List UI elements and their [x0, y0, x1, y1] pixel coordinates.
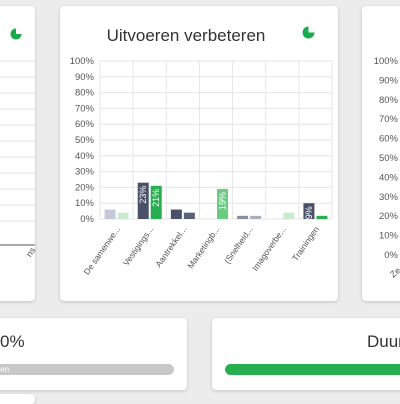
- y-tick-label: 100%: [70, 56, 95, 67]
- y-tick-label: 80%: [75, 88, 95, 99]
- bar: [104, 209, 116, 219]
- y-tick-label: 0%: [80, 214, 94, 225]
- bar: [170, 209, 182, 219]
- stat-card-left: 0% ten: [0, 318, 187, 390]
- y-tick-label: 50%: [379, 153, 399, 164]
- stat-card-right: Duur: [212, 318, 400, 390]
- y-tick-label: 60%: [75, 119, 95, 130]
- right-chart-axis: 100% 90% 80% 70% 60% 50% 40% 30% 20% 10% 0%: [374, 56, 399, 261]
- progress-bar-fill: [225, 364, 400, 375]
- bar: [283, 212, 295, 219]
- progress-bar: ten: [0, 364, 174, 375]
- y-tick-label: 10%: [75, 198, 95, 209]
- y-tick-label: 50%: [75, 135, 95, 146]
- chart-card: Uitvoeren verbeteren 100% 90% 80% 70% 60% 50%…: [60, 6, 338, 301]
- left-chart-gridlines: [0, 60, 35, 246]
- x-tick-label: Vestigings...: [121, 224, 155, 267]
- y-tick-label: 70%: [379, 114, 399, 125]
- bar-data-label: 23%: [138, 186, 148, 204]
- right-chart-card: 100% 90% 80% 70% 60% 50% 40% 30% 20% 10% 0% Ze: [362, 6, 400, 301]
- y-tick-label: 60%: [379, 134, 399, 145]
- card-edge: [0, 394, 35, 404]
- pie-chart-icon[interactable]: [302, 26, 315, 39]
- bar: [137, 182, 149, 219]
- bar: [303, 203, 315, 219]
- stat-value: 0%: [0, 332, 25, 351]
- x-tick-label: De samenwe...: [81, 224, 122, 276]
- progress-bar-fill: [0, 364, 174, 375]
- y-tick-label: 70%: [75, 103, 95, 114]
- bar: [150, 185, 162, 219]
- bar-chart: 100% 90% 80% 70% 60% 50% 40% 30% 20% 10% 0%De same…: [70, 56, 333, 277]
- y-tick-label: 20%: [379, 211, 399, 222]
- bar-data-label: 19%: [218, 192, 228, 210]
- y-tick-label: 90%: [75, 72, 95, 83]
- bar: [316, 215, 328, 219]
- y-tick-label: 30%: [75, 167, 95, 178]
- x-tick-label: (Snelheid...: [222, 224, 255, 265]
- y-tick-label: 100%: [374, 56, 399, 67]
- x-tick-label: Imagoverbe...: [250, 224, 288, 272]
- bar: [183, 212, 195, 219]
- y-tick-label: 40%: [75, 151, 95, 162]
- left-chart-card: ns: [0, 6, 38, 301]
- pie-chart-icon[interactable]: [10, 28, 22, 40]
- x-tick-label: Aantrekkel...: [153, 224, 188, 268]
- progress-bar: [225, 364, 400, 375]
- chart-title: Uitvoeren verbeteren: [106, 26, 266, 45]
- y-tick-label: 40%: [379, 172, 399, 183]
- y-tick-label: 30%: [379, 192, 399, 203]
- x-tick-label: Trainingen: [290, 224, 321, 263]
- x-tick-label: Marketingb...: [185, 224, 221, 270]
- y-tick-label: 80%: [379, 95, 399, 106]
- y-tick-label: 20%: [75, 182, 95, 193]
- stat-value: Duur: [367, 332, 400, 351]
- progress-bar-label: ten: [0, 365, 10, 374]
- bar: [237, 215, 249, 219]
- bar-data-label: 9%: [304, 206, 314, 219]
- y-tick-label: 0%: [384, 250, 398, 261]
- bar: [250, 215, 262, 219]
- bar-data-label: 21%: [151, 189, 161, 207]
- y-tick-label: 10%: [379, 231, 399, 242]
- bar: [217, 188, 228, 219]
- y-tick-label: 90%: [379, 75, 399, 86]
- bar: [117, 212, 129, 219]
